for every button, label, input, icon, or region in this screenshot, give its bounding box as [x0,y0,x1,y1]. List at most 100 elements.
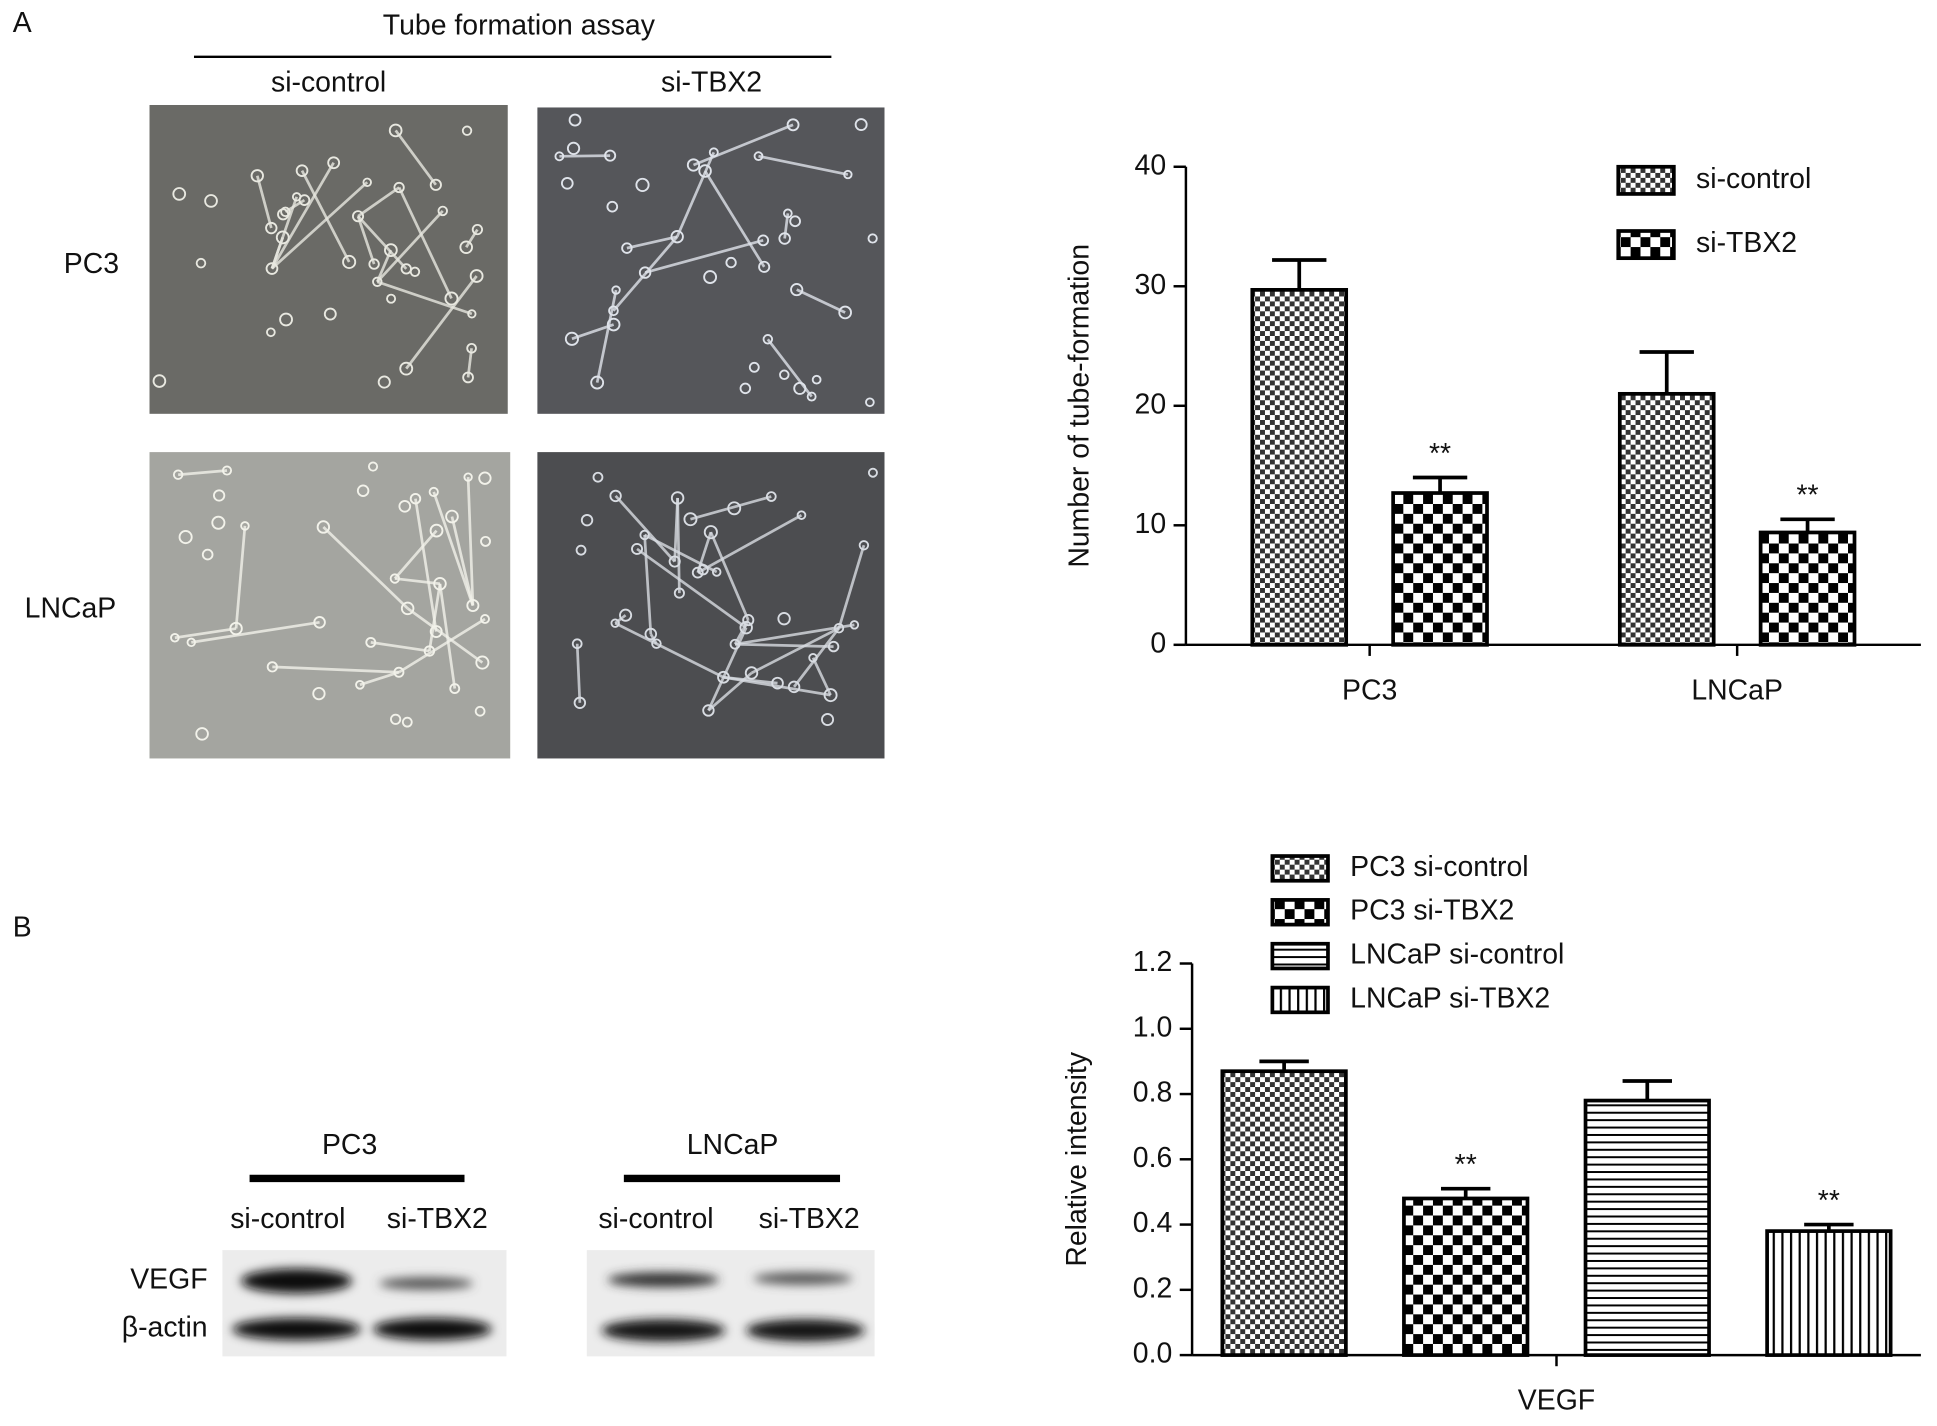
cell [821,712,835,726]
cell [429,178,442,191]
cell-strand [376,209,444,283]
cell [152,374,167,388]
cell [400,601,415,616]
cell [466,599,480,613]
cell [365,636,377,648]
cell-strand [178,469,228,477]
cell [867,467,878,478]
cell [670,230,684,244]
cell [429,523,444,538]
cell [744,666,759,680]
cell-strand [370,641,430,653]
cell [409,266,421,277]
cell [275,230,290,245]
legend-swatch [1616,229,1676,261]
blot [586,1250,875,1357]
y-tick-label: 0.4 [1133,1207,1173,1239]
cell [683,512,698,527]
cell-strand [690,495,772,521]
cell [462,371,474,384]
legend-label: LNCaP si-control [1350,939,1564,971]
cell [698,164,712,178]
cell [783,208,793,219]
cell-strand [676,497,681,594]
cell [811,374,822,385]
cell [777,611,791,626]
cell [717,670,730,684]
cell [266,327,276,338]
cell-strand [735,642,834,648]
cell-strand [255,175,273,229]
cell-strand [626,235,678,250]
cell [606,200,619,213]
cell [765,491,777,502]
cell [619,608,633,622]
cell [604,149,617,162]
cell [221,465,233,476]
cell-strand [707,627,748,712]
cell [467,309,477,319]
panel-label: A [13,7,32,39]
cell [195,727,209,741]
cell [758,260,771,273]
cell [367,461,379,472]
cell-strand [723,675,778,685]
cell-strand [837,544,866,629]
cell [475,655,490,670]
cell-strand [357,215,408,270]
micrograph [149,104,508,414]
cell-strand [750,626,840,675]
cell [172,187,187,201]
legend-swatch [1616,164,1676,196]
cell [808,653,818,663]
cell [291,192,302,202]
lane-label: si-TBX2 [759,1203,860,1235]
cell-strand [357,186,400,218]
cell [568,113,582,127]
cell [725,256,737,269]
cell [280,206,291,218]
cell [312,686,326,701]
cell [790,283,804,297]
cell-strand [405,275,478,370]
band [232,1318,361,1341]
cell [201,548,214,561]
cell-strand [766,338,813,398]
band [240,1268,353,1294]
cell-strand [359,670,400,687]
cell-strand [636,547,747,629]
y-tick-label: 0 [1150,627,1166,659]
bar [1617,391,1716,647]
x-tick-label: PC3 [1342,674,1397,706]
cell [609,489,622,503]
cell [316,520,331,534]
cell [170,632,180,643]
cell-strand [432,491,475,606]
lane-label: si-control [230,1203,345,1235]
cell [186,637,196,648]
cell-strand [376,280,473,316]
cell [393,666,405,678]
band [601,1319,726,1342]
y-tick-label: 40 [1135,149,1167,181]
cell-strand [466,477,475,606]
cell [471,223,484,236]
band [379,1277,474,1290]
cell [362,177,372,188]
bar [1758,530,1857,647]
y-axis-label: Number of tube-formation [1063,244,1095,568]
cell [638,266,652,279]
cell [212,489,226,502]
bar [1583,1098,1711,1357]
bar [1402,1196,1530,1357]
cell-strand [270,162,335,270]
cell-strand [272,665,399,674]
cell [295,164,309,177]
cell [172,469,184,480]
cell [459,240,473,254]
cell-strand [414,498,438,632]
cell [390,713,402,725]
cell [771,676,784,690]
bands [232,1268,865,1342]
